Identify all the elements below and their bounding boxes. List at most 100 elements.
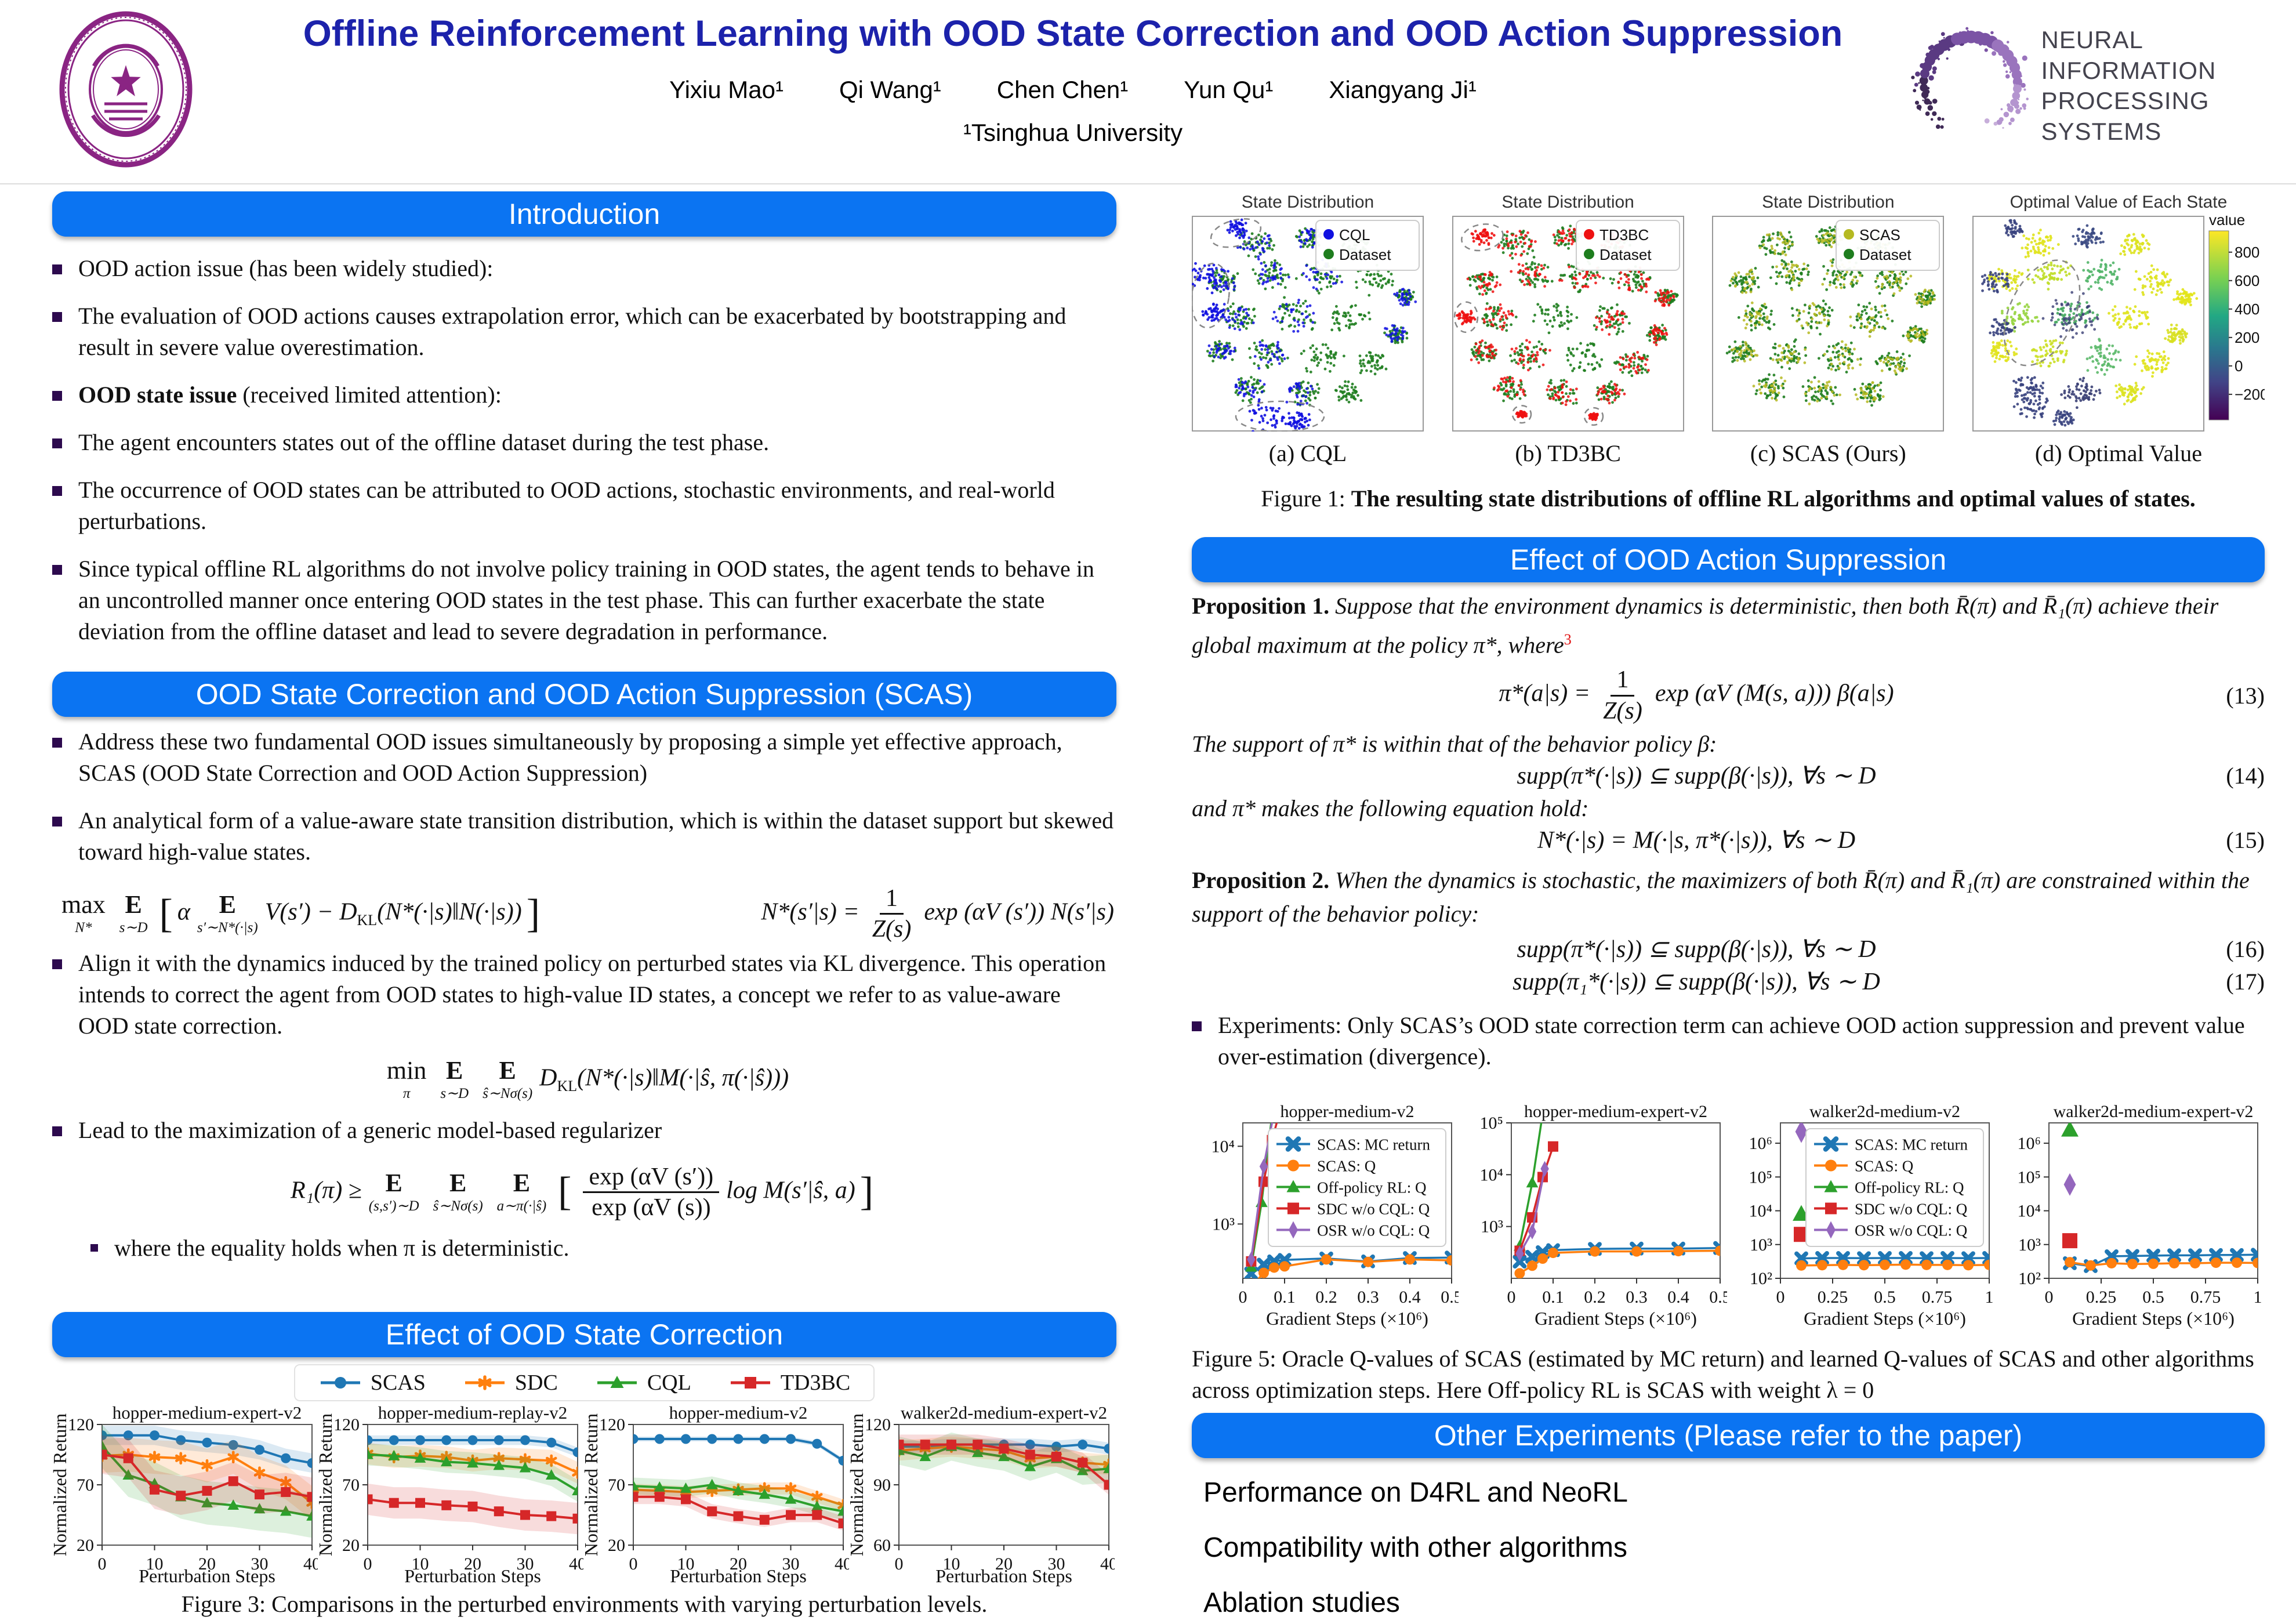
proposition-body: When the dynamics is stochastic, the max… xyxy=(1192,867,2250,927)
math-subscript: N* xyxy=(75,920,92,936)
svg-text:70: 70 xyxy=(608,1476,625,1495)
legend-item: CQL xyxy=(595,1370,691,1395)
math-body: log M(s′|ŝ, a) xyxy=(726,1177,855,1204)
section-title: Effect of OOD Action Suppression xyxy=(1510,543,1947,576)
math-body: supp(π₁*(·|s)) ⊆ supp(β(·|s)), ∀s ∼ D xyxy=(1512,969,1880,996)
figure1-panel: State Distribution CQL Dataset (a) CQL xyxy=(1192,193,1424,467)
math-operator: E xyxy=(499,1056,516,1085)
legend-item: SDC xyxy=(463,1370,558,1395)
panel-title: State Distribution xyxy=(1501,193,1634,212)
math-operator: E xyxy=(125,890,142,919)
math-subscript: π xyxy=(402,1085,411,1101)
equation-15: N*(·|s) = M(·|s, π*(·|s)), ∀s ∼ D (15) xyxy=(1192,825,2265,854)
bullet-text: Align it with the dynamics induced by th… xyxy=(78,949,1107,1039)
math-operator: E xyxy=(446,1056,463,1085)
svg-text:Normalized Return: Normalized Return xyxy=(52,1413,70,1556)
bullet-item: Since typical offline RL algorithms do n… xyxy=(52,553,1116,647)
action-content: Proposition 1. Suppose that the environm… xyxy=(1192,589,2265,1089)
math-symbol: α xyxy=(177,898,190,926)
proposition-text: and π* makes the following equation hold… xyxy=(1192,795,1589,822)
figure1-panel: State Distribution TD3BC Dataset (b) TD3BC xyxy=(1452,193,1684,467)
svg-text:0: 0 xyxy=(98,1554,107,1574)
legend-item: SCAS xyxy=(318,1370,426,1395)
fraction-denominator: Z(s) xyxy=(1603,697,1642,724)
svg-text:70: 70 xyxy=(77,1476,94,1495)
figure3-chart-walker2d-medium-expert-v2: walker2d-medium-expert-v2 0 10 20 30 40 120 90 6… xyxy=(849,1404,1115,1586)
svg-text:CQL: CQL xyxy=(1339,226,1370,244)
legend-marker-icon xyxy=(730,1377,770,1389)
svg-text:hopper-medium-expert-v2: hopper-medium-expert-v2 xyxy=(113,1404,302,1423)
math-body: N*(s′|s) = xyxy=(761,898,859,926)
svg-text:Normalized Return: Normalized Return xyxy=(583,1413,601,1556)
other-experiments-list: Performance on D4RL and NeoRL Compatibili… xyxy=(1192,1477,2276,1624)
author-name: Yun Qu¹ xyxy=(1184,76,1274,104)
bullet-item: An analytical form of a value-aware stat… xyxy=(52,805,1116,868)
svg-text:40: 40 xyxy=(303,1554,318,1574)
svg-text:30: 30 xyxy=(517,1554,534,1574)
svg-text:hopper-medium-replay-v2: hopper-medium-replay-v2 xyxy=(378,1404,567,1423)
section-header-ood-state-correction: Effect of OOD State Correction xyxy=(52,1312,1116,1357)
bullet-square-icon xyxy=(52,1126,62,1136)
bullet-square-icon xyxy=(52,438,62,448)
panel-legend: CQL Dataset xyxy=(1315,220,1420,271)
bullet-text: Address these two fundamental OOD issues… xyxy=(78,728,1062,786)
bullet-item: The occurrence of OOD states can be attr… xyxy=(52,474,1116,537)
svg-text:40: 40 xyxy=(835,1554,849,1574)
math-body: exp (αV (M(s, a))) β(a|s) xyxy=(1655,680,1894,707)
author-name: Chen Chen¹ xyxy=(996,76,1129,104)
figure5-caption: Figure 5: Oracle Q-values of SCAS (estim… xyxy=(1192,1346,2254,1403)
figure5-chart-hopper-medium-v2: hopper-medium-v20 0.1 0.2 0.3 0.4 0.510⁴10³Gr… xyxy=(1212,1102,1459,1329)
panel-title: Optimal Value of Each State xyxy=(2010,193,2228,212)
bullet-text: Experiments: Only SCAS’s OOD state corre… xyxy=(1218,1012,2245,1070)
proposition-label: Proposition 1. xyxy=(1192,593,1330,619)
bullet-item: The agent encounters states out of the o… xyxy=(52,427,1116,458)
svg-text:90: 90 xyxy=(873,1476,891,1495)
equation-number: (13) xyxy=(2226,682,2265,709)
math-operator: E xyxy=(385,1168,402,1197)
figure5-chart-walker2d-medium-expert-v2: walker2d-medium-expert-v20 0.25 0.5 0.75 110… xyxy=(2018,1102,2262,1329)
svg-text:Dataset: Dataset xyxy=(1859,246,1911,263)
other-experiment-item: Ablation studies xyxy=(1203,1587,1400,1618)
figure3-chart-hopper-medium-v2: hopper-medium-v20 10 20 30 401207020Perturba… xyxy=(583,1404,849,1586)
neurips-swirl-icon xyxy=(1911,27,2029,129)
svg-text:60: 60 xyxy=(873,1536,891,1555)
svg-text:30: 30 xyxy=(782,1554,800,1574)
svg-text:Perturbation Steps: Perturbation Steps xyxy=(404,1565,541,1586)
panel-legend: SCAS Dataset xyxy=(1836,220,1940,271)
figure5-charts: hopper-medium-v2 0 0.1 0.2 0.3 0.4 0.5 10⁴ 10³ Gr… xyxy=(1192,1102,2265,1333)
bullet-square-icon xyxy=(52,264,62,274)
neurips-text-line: NEURAL INFORMATION xyxy=(2041,26,2217,84)
proposition-body: Suppose that the environment dynamics is… xyxy=(1192,593,2219,658)
svg-text:20: 20 xyxy=(342,1536,360,1555)
math-body: R₁(π) ≥ xyxy=(290,1177,362,1204)
section-header-other-experiments: Other Experiments (Please refer to the p… xyxy=(1192,1413,2265,1458)
svg-text:TD3BC: TD3BC xyxy=(1599,226,1649,244)
math-subscript: s′∼N*(·|s) xyxy=(197,920,258,936)
fraction-denominator: exp (αV (s)) xyxy=(592,1194,711,1221)
bullet-square-icon xyxy=(52,391,62,401)
affiliation: ¹Tsinghua University xyxy=(963,119,1183,147)
math-operator: max xyxy=(61,890,106,919)
panel-caption: (d) Optimal Value xyxy=(2034,440,2203,466)
tsinghua-logo xyxy=(59,11,193,168)
author-name: Xiangyang Ji¹ xyxy=(1329,76,1477,104)
scas-content: Address these two fundamental OOD issues… xyxy=(52,726,1116,1280)
math-body: (N*(·|s)‖N(·|s)) xyxy=(377,898,522,926)
proposition-2: Proposition 2. When the dynamics is stoc… xyxy=(1192,864,2265,931)
svg-text:70: 70 xyxy=(342,1476,360,1495)
svg-text:Perturbation Steps: Perturbation Steps xyxy=(935,1565,1072,1586)
header-divider xyxy=(0,183,2296,184)
math-body: supp(π*(·|s)) ⊆ supp(β(·|s)), ∀s ∼ D xyxy=(1517,936,1876,963)
section-title: Effect of OOD State Correction xyxy=(385,1318,784,1351)
figure3-caption: Figure 3: Comparisons in the perturbed e… xyxy=(181,1591,988,1617)
svg-text:0: 0 xyxy=(895,1554,904,1574)
proposition-label: Proposition 2. xyxy=(1192,867,1330,894)
svg-text:10: 10 xyxy=(146,1554,164,1574)
legend-item: TD3BC xyxy=(728,1370,850,1395)
svg-text:20: 20 xyxy=(608,1536,625,1555)
bullet-square-icon xyxy=(52,486,62,496)
